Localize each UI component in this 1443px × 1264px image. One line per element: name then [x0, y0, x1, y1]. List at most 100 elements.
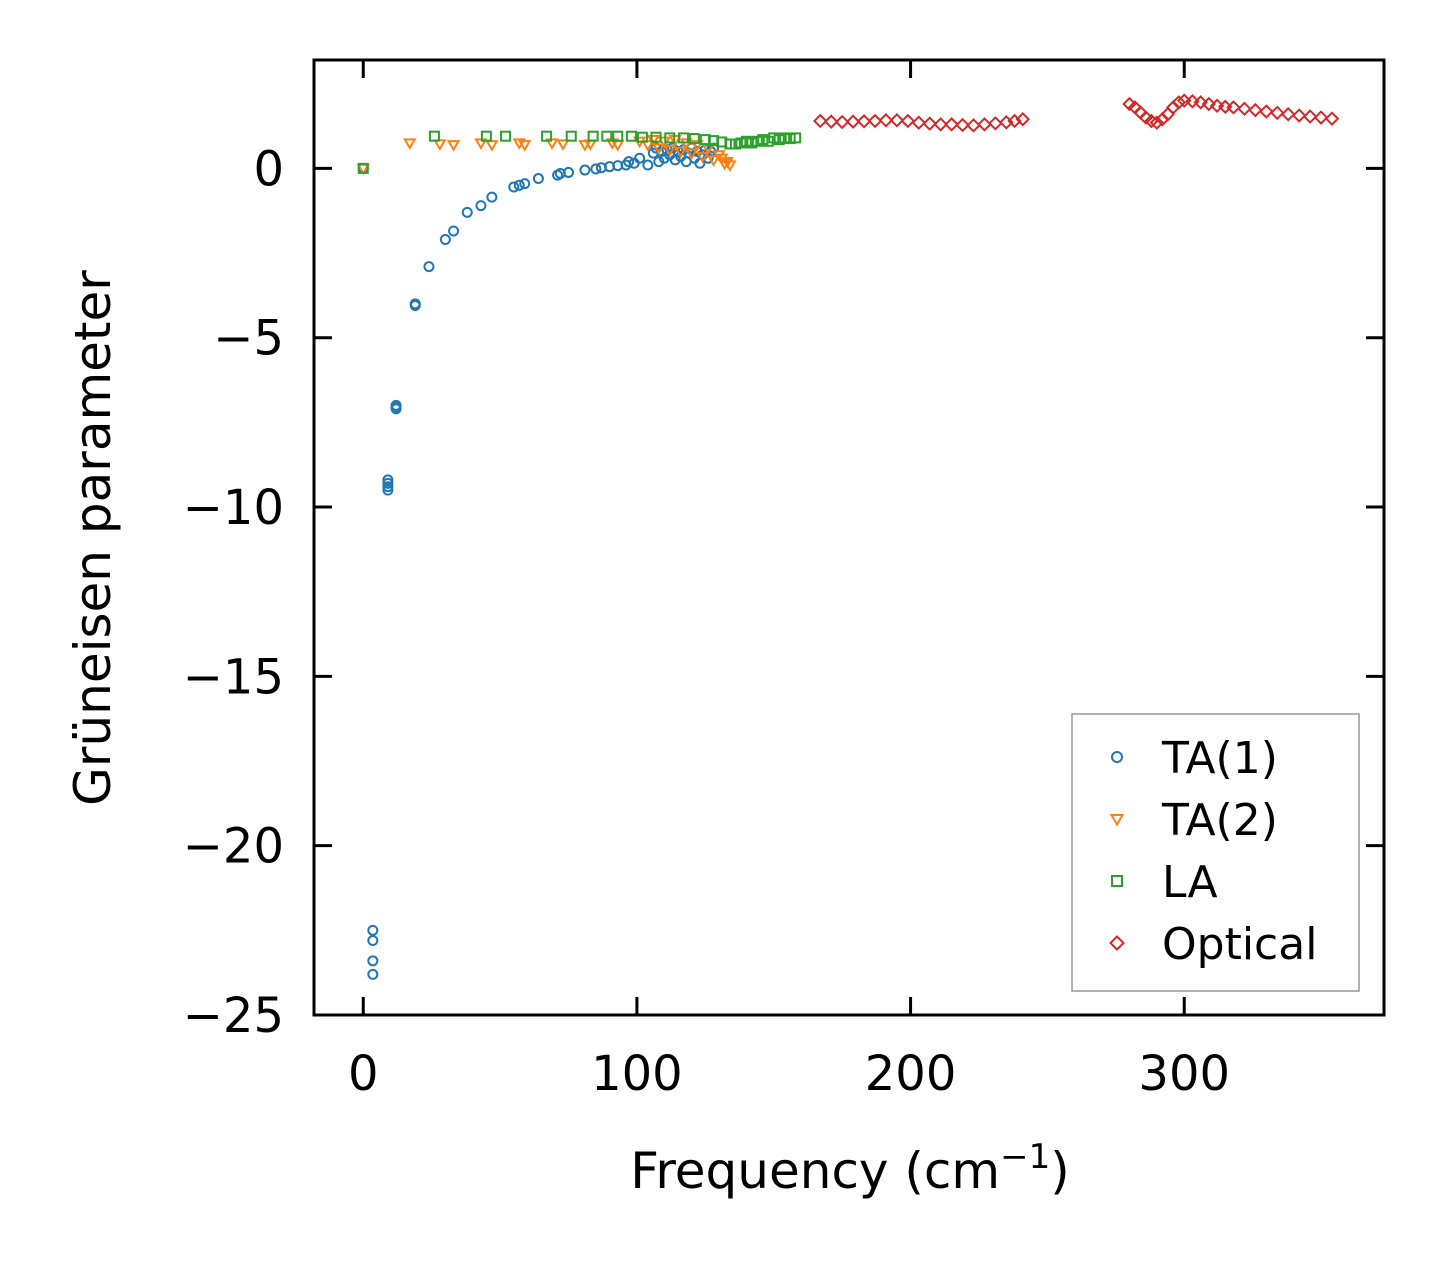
- legend-label-optical: Optical: [1162, 919, 1317, 970]
- legend-marker-ta-2: [1109, 814, 1125, 827]
- point-ta-2: [679, 138, 693, 150]
- series-la: [357, 130, 802, 174]
- point-optical: [889, 113, 905, 128]
- point-ta-1: [642, 159, 654, 171]
- legend: TA(1) TA(2) LA Optical: [1071, 713, 1360, 992]
- point-ta-1: [367, 955, 379, 967]
- y-tick-label: −5: [213, 311, 284, 367]
- point-la: [612, 130, 624, 142]
- x-axis-title-superscript: −1: [1000, 1137, 1050, 1177]
- point-ta-2: [695, 151, 710, 164]
- point-la: [790, 132, 802, 144]
- point-la: [688, 133, 700, 145]
- point-optical: [1259, 104, 1274, 119]
- legend-marker-la: [1111, 875, 1123, 887]
- point-ta-2: [684, 148, 699, 161]
- point-ta-1: [623, 156, 635, 168]
- point-optical: [1209, 98, 1225, 113]
- point-optical: [922, 116, 937, 131]
- point-la: [541, 130, 553, 142]
- point-optical: [834, 114, 850, 130]
- point-optical: [1280, 106, 1296, 122]
- point-ta-2: [723, 160, 737, 172]
- point-ta-1: [367, 924, 379, 936]
- point-ta-1: [439, 233, 451, 245]
- point-ta-1: [563, 166, 575, 178]
- point-ta-1: [532, 173, 544, 185]
- y-tick-label: −20: [183, 819, 284, 875]
- point-ta-2: [403, 138, 417, 150]
- x-axis-title-suffix: ): [1050, 1142, 1070, 1200]
- point-optical: [1324, 111, 1340, 126]
- point-ta-1: [519, 178, 531, 190]
- point-la: [428, 130, 440, 142]
- point-optical: [878, 113, 894, 128]
- y-tick-label: −10: [183, 480, 284, 536]
- legend-marker-optical: [1109, 935, 1125, 951]
- point-la: [500, 130, 512, 142]
- point-ta-1: [448, 225, 460, 237]
- point-optical: [1149, 115, 1165, 130]
- point-optical: [966, 118, 981, 133]
- plot-frame: [312, 58, 1386, 1017]
- point-optical: [988, 116, 1003, 131]
- x-axis-title: Frequency (cm−1): [630, 1137, 1070, 1200]
- x-tick-label: 300: [1138, 1046, 1230, 1102]
- y-tick-label: −25: [183, 988, 284, 1044]
- point-ta-2: [706, 155, 721, 167]
- point-ta-1: [367, 968, 379, 980]
- point-optical: [1185, 94, 1200, 109]
- point-optical: [1171, 95, 1187, 110]
- point-optical: [1226, 100, 1241, 115]
- point-optical: [911, 115, 927, 130]
- point-ta-1: [423, 261, 435, 273]
- point-la: [636, 131, 648, 143]
- point-ta-1: [508, 181, 520, 193]
- point-optical: [1313, 110, 1329, 125]
- tick-labels: 0 100 200 300 0 −5 −10 −15 −20 −25: [183, 141, 1230, 1102]
- y-tick-label: −15: [183, 649, 284, 705]
- point-ta-1: [382, 481, 394, 493]
- point-ta-2: [518, 140, 532, 152]
- x-tick-label: 0: [348, 1046, 379, 1102]
- point-ta-1: [382, 484, 394, 496]
- y-axis-title: Grüneisen parameter: [64, 270, 122, 806]
- point-optical: [1237, 101, 1252, 117]
- series-ta-1: [357, 142, 720, 980]
- point-ta-1: [653, 156, 665, 168]
- point-optical: [933, 117, 948, 132]
- point-la: [677, 132, 689, 144]
- point-optical: [1270, 105, 1285, 121]
- point-ta-2: [485, 140, 499, 152]
- point-optical: [1193, 95, 1208, 110]
- data-series: [356, 93, 1340, 980]
- point-ta-2: [690, 140, 704, 152]
- point-ta-2: [556, 139, 570, 151]
- point-optical: [1248, 102, 1263, 118]
- point-optical: [944, 117, 959, 132]
- legend-label-la: LA: [1162, 857, 1218, 908]
- legend-label-ta-2: TA(2): [1161, 795, 1278, 846]
- point-la: [357, 162, 369, 174]
- point-la: [664, 132, 676, 144]
- point-ta-1: [382, 477, 394, 489]
- point-optical: [856, 114, 872, 129]
- point-optical: [977, 117, 992, 132]
- legend-label-ta-1: TA(1): [1161, 733, 1278, 784]
- x-tick-label: 100: [591, 1046, 683, 1102]
- point-optical: [1302, 109, 1318, 124]
- point-ta-1: [382, 474, 394, 486]
- point-la: [625, 130, 637, 142]
- point-ta-1: [513, 179, 525, 191]
- point-ta-1: [579, 164, 591, 176]
- legend-marker-ta-1: [1111, 751, 1123, 763]
- point-optical: [867, 113, 883, 129]
- point-ta-1: [486, 191, 498, 203]
- point-optical: [1015, 111, 1031, 127]
- point-ta-1: [409, 300, 421, 312]
- point-optical: [813, 113, 828, 129]
- point-ta-1: [367, 934, 379, 946]
- point-ta-1: [461, 206, 473, 218]
- point-optical: [823, 114, 839, 129]
